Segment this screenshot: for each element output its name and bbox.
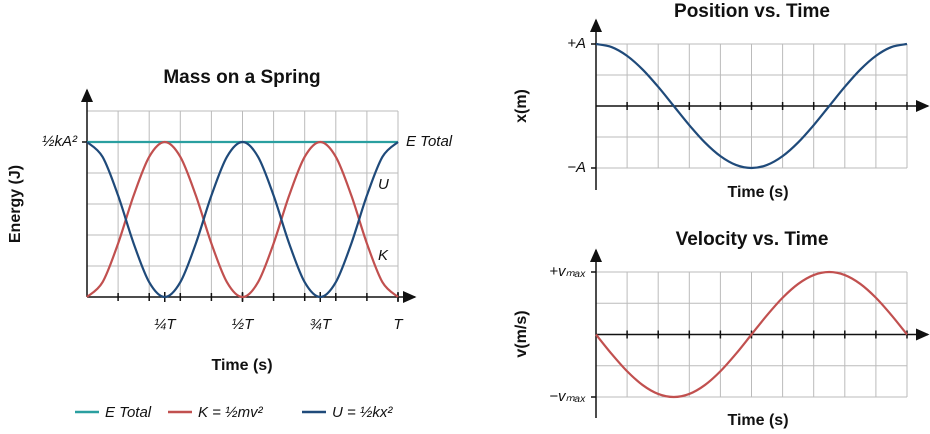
x-tick-label: ¾T xyxy=(309,316,333,333)
y-tick-label: +vₘₐₓ xyxy=(549,263,586,280)
x-tick-label: T xyxy=(393,316,404,333)
y-tick-label: −A xyxy=(567,159,586,176)
curve xyxy=(86,140,399,299)
x-tick-label: ½T xyxy=(232,316,256,333)
x-axis-label: Time (s) xyxy=(727,184,788,201)
y-axis-label: x(m) xyxy=(513,89,530,123)
legend-label: U = ½kx² xyxy=(332,404,393,421)
curve xyxy=(595,42,908,170)
y-tick-label: −vₘₐₓ xyxy=(549,388,586,405)
y-axis-label: Energy (J) xyxy=(7,165,24,243)
x-tick-label: ¼T xyxy=(154,316,178,333)
curve xyxy=(595,270,908,399)
y-tick-label: ½kA² xyxy=(42,133,78,150)
legend-label: K = ½mv² xyxy=(198,404,264,421)
chart-title: Velocity vs. Time xyxy=(676,229,829,250)
end-label: E Total xyxy=(406,133,453,150)
annotation: K xyxy=(378,247,389,264)
x-axis-label: Time (s) xyxy=(727,412,788,429)
legend-label: E Total xyxy=(105,404,152,421)
annotation: U xyxy=(378,176,389,193)
y-axis-label: v(m/s) xyxy=(513,310,530,357)
y-tick-label: +A xyxy=(567,35,586,52)
x-axis-label: Time (s) xyxy=(211,357,272,374)
chart-title: Position vs. Time xyxy=(674,1,830,22)
chart-title: Mass on a Spring xyxy=(163,67,320,88)
curve xyxy=(86,140,399,299)
